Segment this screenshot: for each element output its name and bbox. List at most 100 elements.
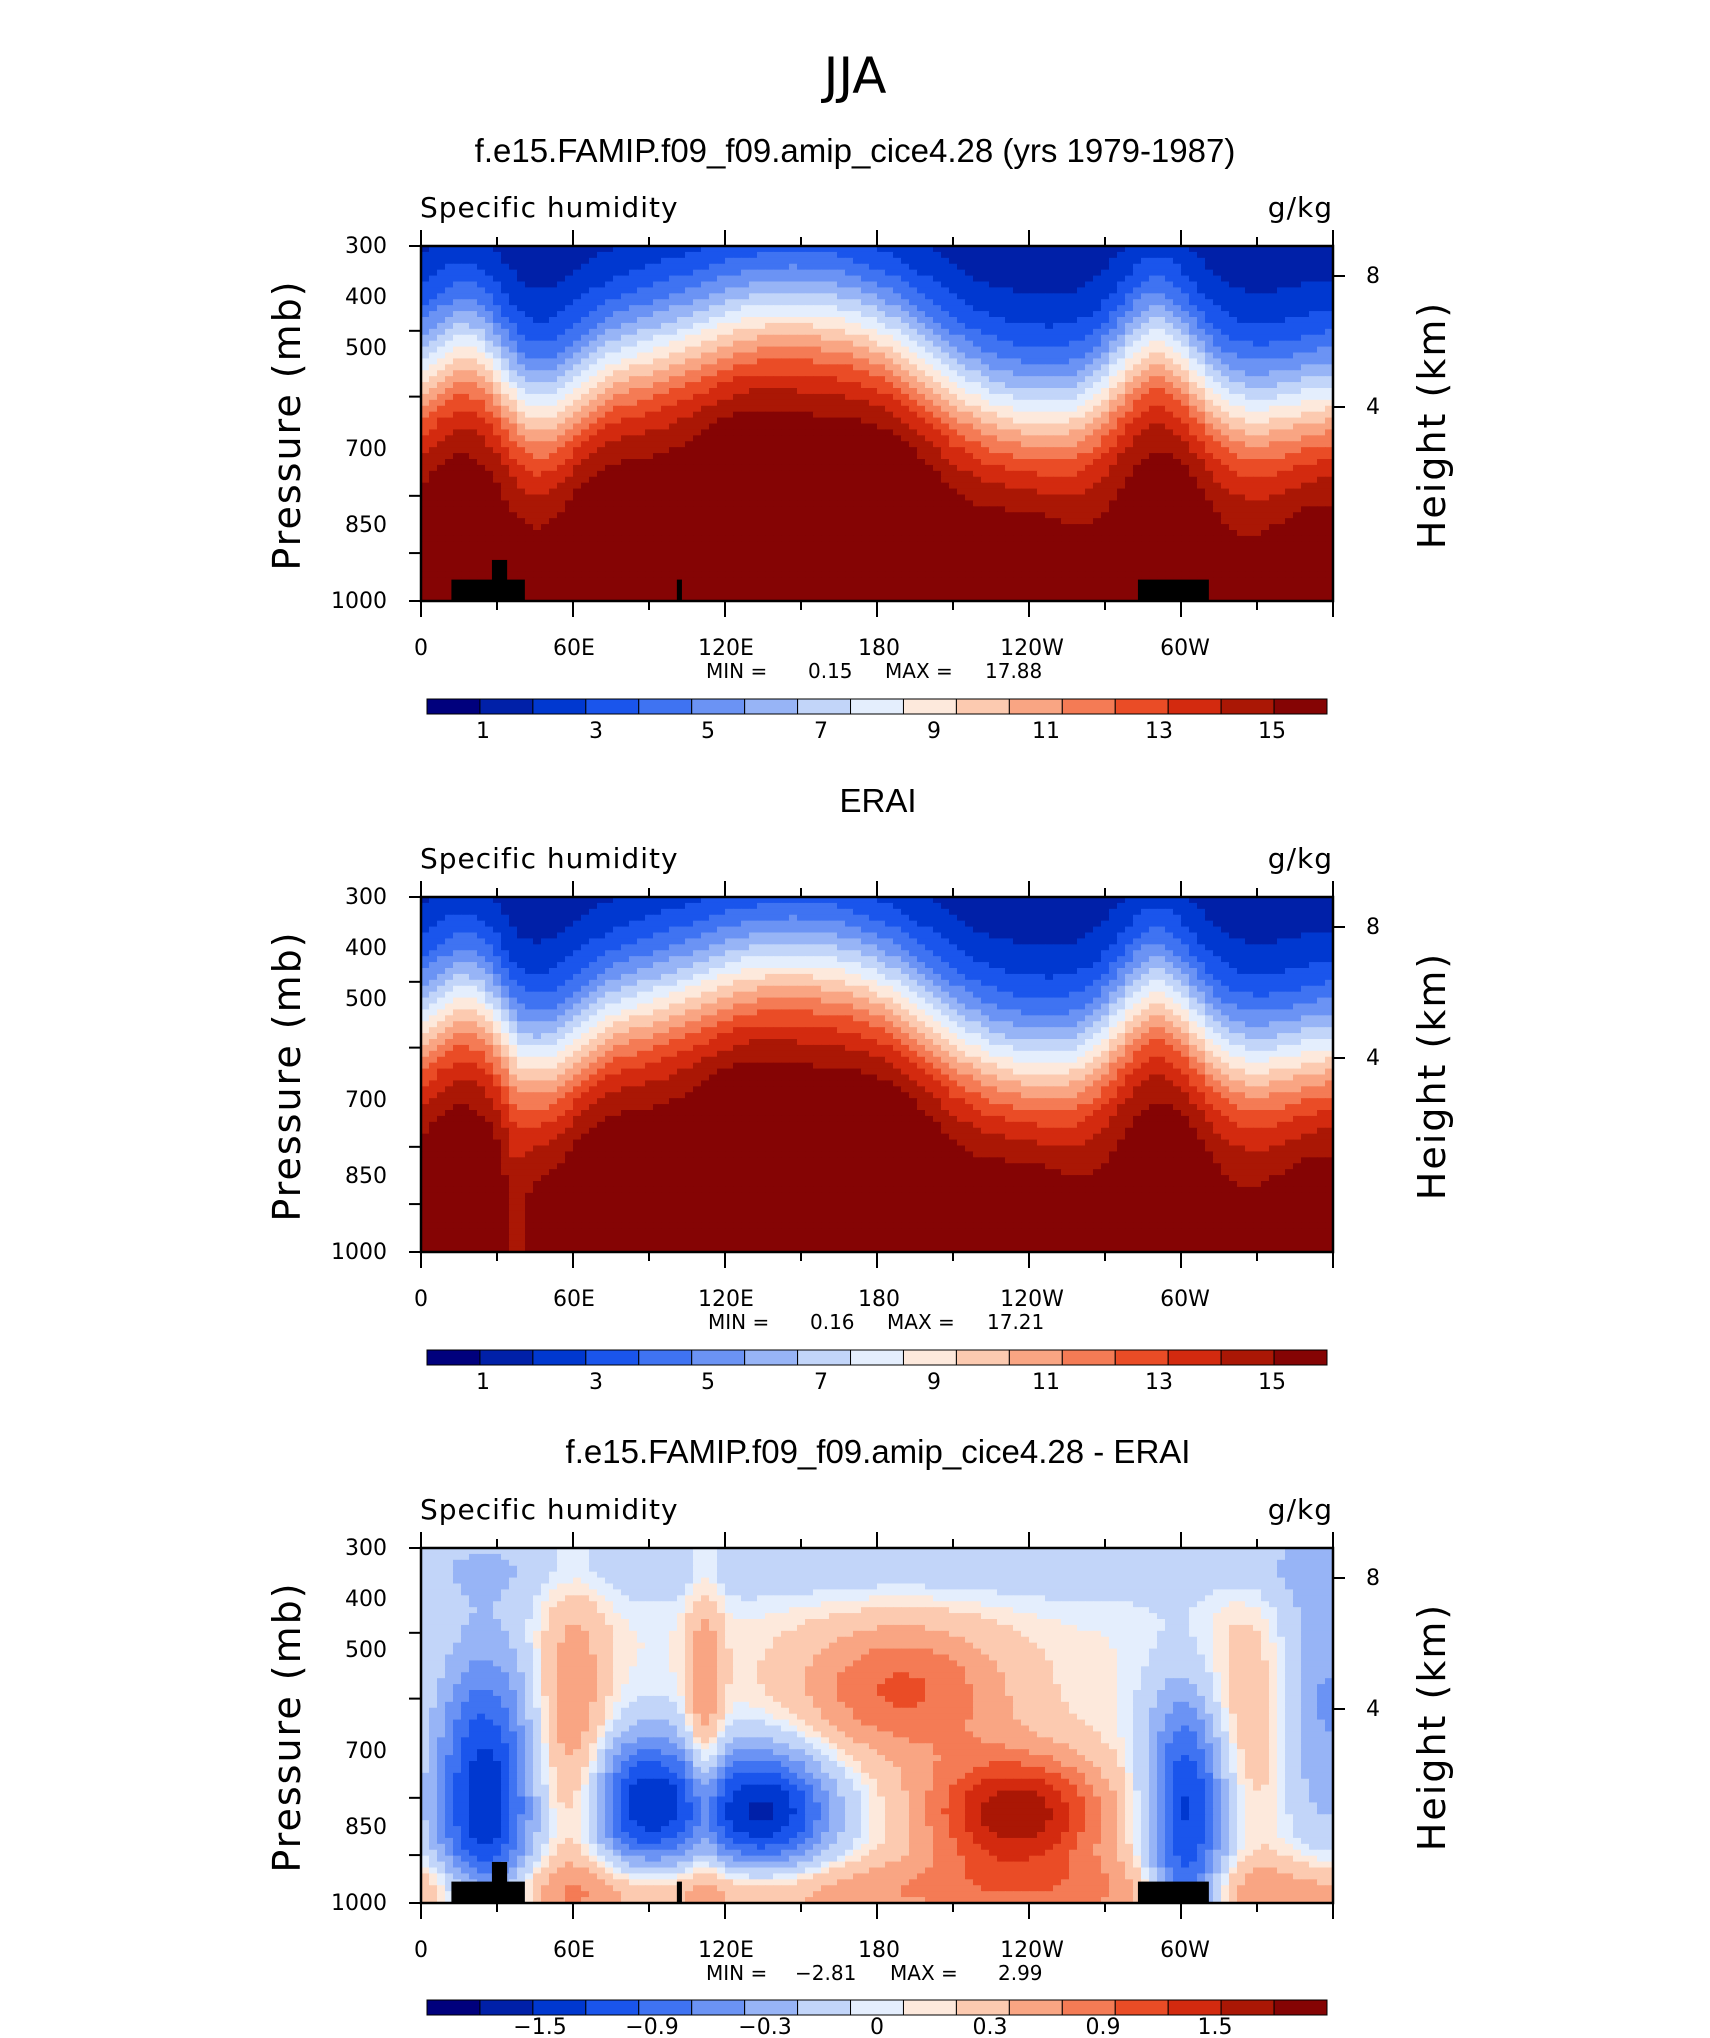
heatmap-cell xyxy=(517,459,526,466)
heatmap-cell xyxy=(933,435,942,442)
heatmap-cell xyxy=(1021,393,1030,401)
heatmap-cell xyxy=(1157,417,1166,425)
heatmap-cell xyxy=(1093,317,1102,324)
heatmap-cell xyxy=(1197,370,1206,377)
heatmap-cell xyxy=(677,287,686,294)
heatmap-cell xyxy=(1117,447,1126,454)
heatmap-cell xyxy=(613,358,622,365)
heatmap-cell xyxy=(1005,311,1014,318)
heatmap-cell xyxy=(837,287,846,294)
heatmap-cell xyxy=(565,311,574,318)
heatmap-cell xyxy=(485,388,494,395)
heatmap-cell xyxy=(853,417,862,425)
heatmap-cell xyxy=(989,305,998,312)
heatmap-cell xyxy=(725,287,734,294)
heatmap-cell xyxy=(477,453,486,460)
heatmap-cell xyxy=(1325,317,1334,324)
heatmap-cell xyxy=(901,441,910,448)
heatmap-cell xyxy=(557,299,566,306)
heatmap-cell xyxy=(925,453,934,460)
heatmap-cell xyxy=(1253,364,1262,371)
heatmap-cell xyxy=(469,311,478,318)
heatmap-cell xyxy=(1317,322,1326,330)
heatmap-cell xyxy=(541,393,550,401)
heatmap-cell xyxy=(1053,293,1062,300)
heatmap-cell xyxy=(1061,447,1070,454)
heatmap-cell xyxy=(789,257,798,265)
heatmap-cell xyxy=(885,388,894,395)
heatmap-cell xyxy=(1261,459,1270,466)
heatmap-cell xyxy=(765,382,774,389)
heatmap-cell xyxy=(981,299,990,306)
heatmap-cell xyxy=(741,275,750,283)
heatmap-cell xyxy=(1077,263,1086,271)
heatmap-cell xyxy=(1085,476,1094,484)
heatmap-cell xyxy=(1077,459,1086,466)
heatmap-cell xyxy=(637,500,646,507)
heatmap-cell xyxy=(837,476,846,484)
heatmap-cell xyxy=(821,393,830,401)
heatmap-cell xyxy=(621,429,630,436)
heatmap-cell xyxy=(677,322,686,330)
heatmap-cell xyxy=(813,429,822,436)
heatmap-cell xyxy=(853,388,862,395)
heatmap-cell xyxy=(1181,334,1190,342)
heatmap-cell xyxy=(629,453,638,460)
heatmap-cell xyxy=(1221,287,1230,294)
heatmap-cell xyxy=(717,494,726,502)
heatmap-cell xyxy=(1061,417,1070,425)
heatmap-cell xyxy=(581,405,590,413)
heatmap-cell xyxy=(1301,470,1310,478)
heatmap-cell xyxy=(1277,482,1286,490)
heatmap-cell xyxy=(949,358,958,365)
heatmap-cell xyxy=(605,281,614,289)
heatmap-cell xyxy=(813,411,822,419)
heatmap-cell xyxy=(1285,281,1294,289)
heatmap-cell xyxy=(1325,370,1334,377)
heatmap-cell xyxy=(1293,246,1302,253)
heatmap-cell xyxy=(437,417,446,425)
heatmap-cell xyxy=(989,334,998,342)
heatmap-cell xyxy=(1213,459,1222,466)
heatmap-cell xyxy=(533,470,542,478)
heatmap-cell xyxy=(605,311,614,318)
heatmap-cell xyxy=(845,322,854,330)
heatmap-cell xyxy=(717,275,726,283)
heatmap-cell xyxy=(909,417,918,425)
heatmap-cell xyxy=(1061,411,1070,419)
heatmap-cell xyxy=(1229,488,1238,496)
heatmap-cell xyxy=(989,263,998,271)
heatmap-cell xyxy=(989,417,998,425)
heatmap-cell xyxy=(501,393,510,401)
heatmap-cell xyxy=(485,488,494,496)
heatmap-cell xyxy=(605,441,614,448)
heatmap-cell xyxy=(709,305,718,312)
heatmap-cell xyxy=(733,257,742,265)
heatmap-cell xyxy=(797,429,806,436)
heatmap-cell xyxy=(637,459,646,466)
heatmap-cell xyxy=(429,322,438,330)
heatmap-cell xyxy=(805,346,814,354)
heatmap-cell xyxy=(957,382,966,389)
heatmap-cell xyxy=(1205,376,1214,383)
heatmap-cell xyxy=(845,399,854,407)
heatmap-cell xyxy=(501,488,510,496)
heatmap-cell xyxy=(965,251,974,259)
heatmap-cell xyxy=(485,246,494,253)
heatmap-cell xyxy=(1301,334,1310,342)
heatmap-cell xyxy=(1037,317,1046,324)
heatmap-cell xyxy=(693,328,702,336)
heatmap-cell xyxy=(485,311,494,318)
heatmap-cell xyxy=(957,364,966,371)
heatmap-cell xyxy=(1309,364,1318,371)
heatmap-cell xyxy=(1253,388,1262,395)
heatmap-cell xyxy=(717,263,726,271)
heatmap-cell xyxy=(957,257,966,265)
heatmap-cell xyxy=(701,464,710,472)
heatmap-cell xyxy=(973,370,982,377)
heatmap-cell xyxy=(485,281,494,289)
heatmap-cell xyxy=(429,246,438,253)
heatmap-cell xyxy=(909,482,918,490)
heatmap-cell xyxy=(1181,305,1190,312)
